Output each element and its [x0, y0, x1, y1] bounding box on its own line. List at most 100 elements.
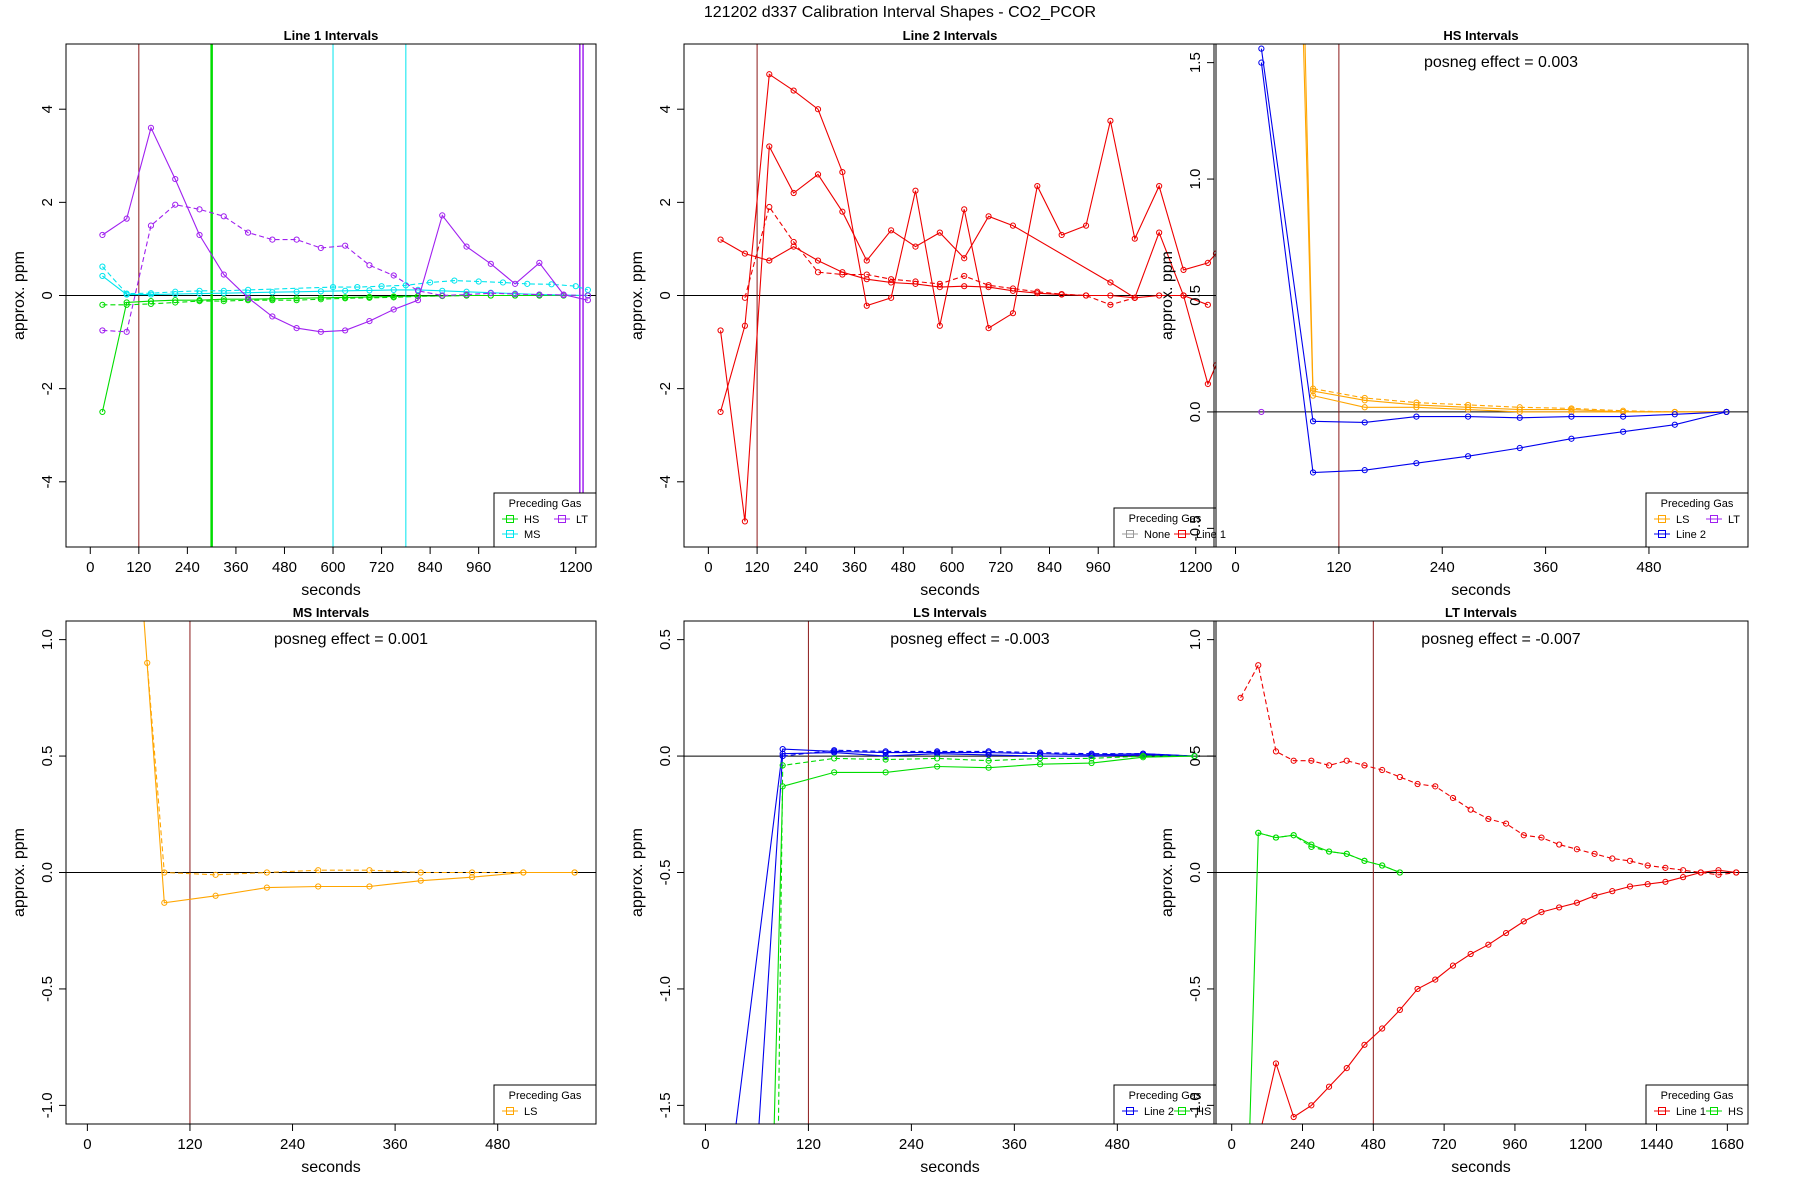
data-point	[1290, 1113, 1297, 1121]
data-point	[1009, 222, 1017, 229]
legend-marker	[1710, 515, 1718, 523]
data-point	[172, 175, 179, 183]
legend-entry: HS	[524, 514, 539, 526]
series-line	[1312, 388, 1727, 413]
plot-area	[1214, 13, 1748, 547]
data-point	[1361, 467, 1368, 474]
data-point	[342, 327, 349, 334]
data-point	[317, 288, 324, 295]
legend-marker	[558, 515, 566, 523]
legend-box	[493, 1084, 597, 1125]
data-point	[1107, 292, 1114, 299]
legend-marker	[1658, 530, 1666, 538]
legend-entry: Line 2	[1144, 1106, 1174, 1118]
data-point	[717, 236, 724, 243]
data-point	[475, 278, 482, 285]
y-tick-label: -1.0	[39, 1092, 56, 1118]
data-point	[439, 292, 446, 299]
data-point	[99, 272, 106, 280]
series-line	[735, 748, 1195, 1124]
data-point	[293, 288, 300, 295]
x-tick-label: 840	[418, 559, 443, 576]
data-point	[263, 869, 270, 876]
series-line	[744, 205, 1135, 306]
legend-entry: LT	[1728, 514, 1740, 526]
data-point	[882, 748, 889, 755]
data-point	[863, 302, 870, 309]
data-point	[1568, 413, 1575, 420]
data-point	[1036, 755, 1044, 762]
data-point	[936, 322, 943, 329]
y-axis-label: approx. ppm	[11, 828, 28, 917]
plot-frame	[683, 43, 1217, 548]
plot-area	[684, 621, 1216, 1124]
data-point	[1258, 408, 1265, 416]
data-point	[985, 282, 992, 289]
y-tick-label: 0.5	[39, 746, 56, 767]
legend-entry: None	[1144, 529, 1170, 541]
data-point	[161, 869, 168, 876]
y-tick-label: -4	[657, 475, 674, 488]
data-point	[99, 301, 106, 308]
plot-area	[684, 44, 1216, 547]
x-tick-label: 0	[86, 559, 94, 576]
data-point	[1212, 250, 1216, 257]
data-point	[961, 206, 968, 213]
data-point	[584, 297, 592, 304]
data-point	[144, 659, 151, 667]
data-point	[1573, 846, 1580, 853]
data-point	[839, 208, 846, 215]
data-point	[1464, 401, 1472, 409]
y-tick-label: 0.0	[657, 746, 674, 767]
series-line	[1240, 663, 1737, 876]
x-tick-label: 120	[1326, 559, 1351, 576]
legend-box	[1113, 507, 1217, 548]
chart-panel: LS Intervals seconds approx. ppm 0 120 240 360…	[629, 605, 1217, 1176]
data-point	[1272, 834, 1280, 841]
data-point	[888, 294, 895, 301]
data-point	[487, 290, 494, 297]
data-point	[1309, 385, 1317, 392]
data-point	[936, 280, 943, 287]
y-axis-label: approx. ppm	[1159, 251, 1176, 340]
data-point	[366, 294, 373, 301]
series-line	[102, 204, 588, 333]
legend-title: Preceding Gas	[509, 1090, 582, 1102]
data-point	[1088, 750, 1095, 757]
data-point	[839, 269, 846, 276]
data-point	[1156, 229, 1163, 236]
x-tick-label: 120	[177, 1136, 202, 1153]
legend-entry: LS	[1676, 514, 1689, 526]
data-point	[839, 271, 846, 278]
data-point	[1088, 755, 1095, 762]
data-point	[1662, 864, 1669, 871]
legend-entry: HS	[1728, 1106, 1743, 1118]
series-line	[782, 749, 1195, 757]
data-point	[1308, 757, 1315, 764]
data-point	[1009, 287, 1017, 294]
data-point	[1609, 888, 1616, 895]
y-tick-label: 0	[39, 291, 56, 299]
data-point	[1272, 748, 1280, 755]
data-point	[196, 206, 203, 213]
panel-title: LT Intervals	[1445, 605, 1517, 620]
legend-title: Preceding Gas	[1661, 498, 1734, 510]
legend-title: Preceding Gas	[1129, 1090, 1202, 1102]
data-point	[1502, 820, 1510, 827]
data-point	[717, 408, 724, 416]
data-point	[1671, 411, 1678, 418]
y-tick-label: 1.0	[39, 629, 56, 650]
data-point	[1302, 13, 1307, 18]
data-point	[961, 272, 968, 280]
series-line	[102, 126, 589, 333]
data-point	[140, 602, 145, 607]
y-tick-label: 4	[39, 105, 56, 113]
data-point	[342, 295, 349, 302]
data-point	[366, 287, 373, 294]
data-point	[366, 262, 373, 269]
data-point	[961, 283, 968, 290]
y-tick-label: -1.5	[657, 1092, 674, 1118]
data-point	[1591, 892, 1598, 899]
